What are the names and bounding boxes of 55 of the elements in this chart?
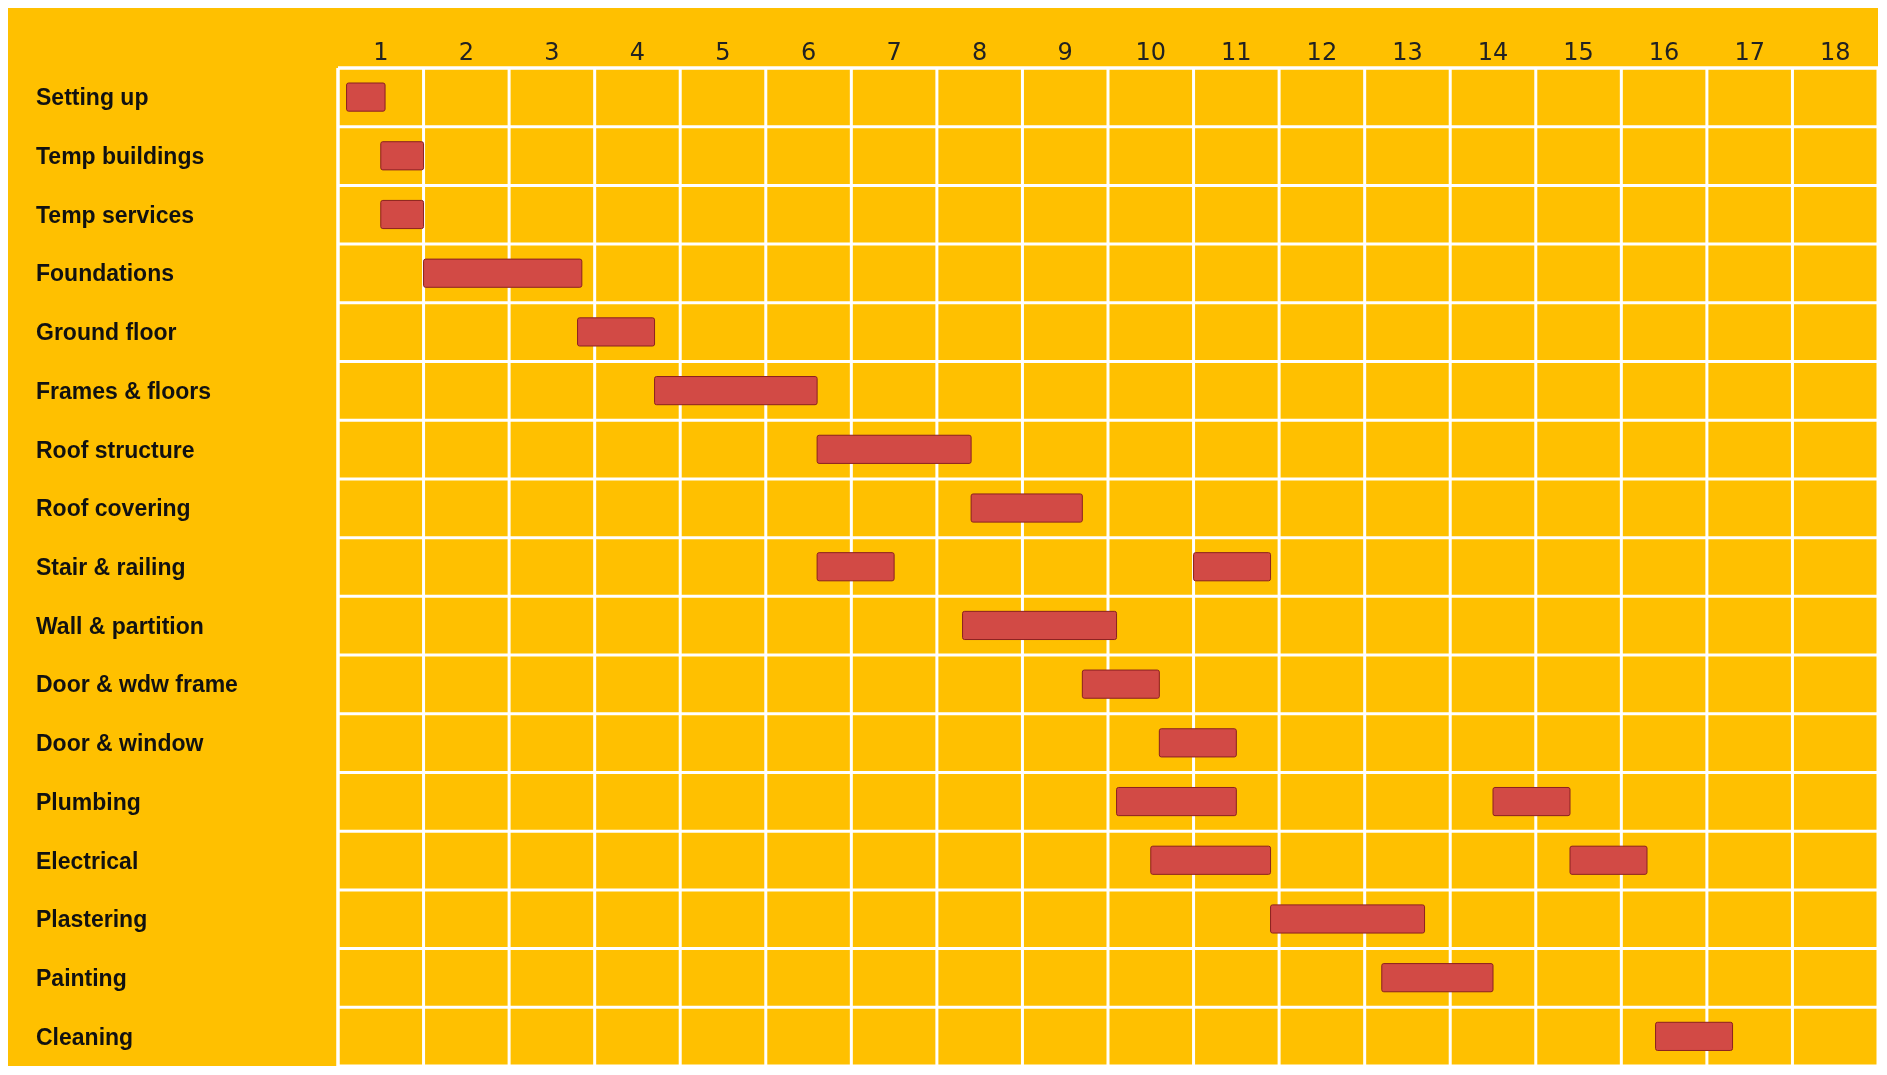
y-tick-label: Door & wdw frame [36, 671, 238, 698]
bar [1158, 728, 1237, 758]
y-tick-label: Temp services [36, 201, 195, 228]
x-tick-label: 11 [1221, 38, 1252, 66]
x-tick-label: 5 [715, 38, 731, 66]
bar [1569, 845, 1648, 875]
x-tick-label: 17 [1734, 38, 1765, 66]
x-tick-label: 2 [458, 38, 474, 66]
bar [423, 258, 583, 288]
x-tick-label: 6 [800, 38, 817, 66]
bar [1381, 963, 1494, 993]
bar [346, 82, 386, 112]
bar [577, 317, 656, 347]
y-tick-label: Painting [36, 964, 127, 991]
y-tick-label: Foundations [36, 260, 174, 287]
bar [816, 552, 895, 582]
x-tick-label: 15 [1563, 38, 1594, 66]
x-tick-label: 12 [1306, 38, 1338, 66]
x-tick-label: 13 [1392, 38, 1423, 66]
x-tick-label: 10 [1135, 38, 1167, 66]
y-tick-label: Ground floor [36, 319, 177, 346]
x-tick-label: 14 [1477, 38, 1509, 66]
bar [654, 376, 818, 406]
y-tick-label: Roof structure [36, 436, 195, 463]
y-tick-label: Electrical [36, 847, 139, 874]
x-tick-label: 7 [886, 38, 902, 66]
x-tick-label: 1 [373, 38, 389, 66]
x-tick-label: 4 [629, 38, 646, 66]
bar [380, 141, 425, 171]
y-tick-label: Door & window [36, 730, 204, 757]
y-tick-label: Stair & railing [36, 554, 186, 580]
x-tick-label: 18 [1819, 38, 1851, 66]
x-tick-label: 3 [544, 38, 560, 66]
bar [962, 610, 1118, 641]
y-tick-label: Temp buildings [36, 143, 205, 170]
x-tick-label: 8 [972, 38, 988, 66]
y-tick-label: Wall & partition [36, 612, 204, 639]
bar [1081, 669, 1160, 699]
x-tick-label: 16 [1648, 38, 1680, 66]
y-tick-label: Plumbing [36, 788, 141, 815]
bar [970, 493, 1083, 523]
bar [1193, 552, 1272, 582]
bar [1150, 845, 1272, 875]
bar [1655, 1021, 1734, 1051]
y-tick-label: Roof covering [36, 495, 191, 522]
bar [1116, 786, 1237, 817]
bar [1492, 786, 1571, 817]
bar [380, 199, 425, 230]
y-tick-label: Plastering [36, 906, 148, 933]
x-tick-label: 9 [1057, 38, 1073, 66]
bar [816, 434, 972, 464]
bar [1270, 904, 1426, 934]
y-tick-label: Setting up [36, 84, 149, 111]
y-tick-label: Frames & floors [36, 377, 212, 404]
y-tick-label: Cleaning [36, 1023, 134, 1050]
